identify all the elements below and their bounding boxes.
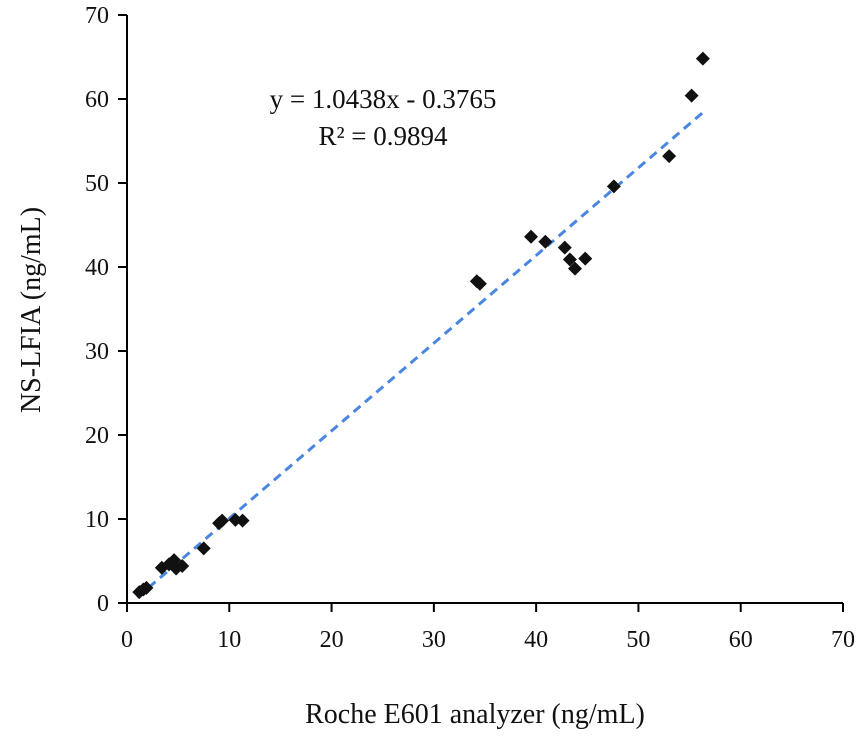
data-point	[695, 51, 710, 66]
x-tick-label: 0	[121, 627, 133, 653]
x-tick-label: 50	[626, 627, 650, 653]
data-point	[684, 88, 699, 103]
y-tick-label: 40	[85, 255, 109, 281]
x-tick-label: 10	[217, 627, 241, 653]
x-tick-label: 70	[831, 627, 855, 653]
data-point	[606, 179, 621, 194]
data-point	[235, 513, 250, 528]
x-axis-title: Roche E601 analyzer (ng/mL)	[305, 699, 645, 730]
x-tick-label: 60	[729, 627, 753, 653]
data-point	[215, 513, 230, 528]
y-tick-label: 70	[85, 3, 109, 29]
data-point	[524, 229, 539, 244]
data-point	[538, 234, 553, 249]
data-point	[175, 559, 190, 574]
y-tick-label: 30	[85, 339, 109, 365]
y-tick-label: 20	[85, 423, 109, 449]
trendline	[136, 109, 706, 599]
r-squared-label: R² = 0.9894	[318, 121, 448, 151]
y-tick-label: 10	[85, 507, 109, 533]
data-point	[568, 261, 583, 276]
y-tick-label: 0	[97, 591, 109, 617]
x-tick-label: 40	[524, 627, 548, 653]
data-point	[557, 240, 572, 255]
x-axis-ticks: 0 10 20 30 40 50 60 70	[121, 603, 855, 653]
y-tick-label: 60	[85, 87, 109, 113]
trendline-equation: y = 1.0438x - 0.3765	[270, 84, 497, 114]
x-tick-label: 30	[422, 627, 446, 653]
data-point	[472, 276, 487, 291]
data-point	[562, 252, 577, 267]
x-tick-label: 20	[320, 627, 344, 653]
y-axis-title: NS-LFIA (ng/mL)	[16, 207, 47, 413]
y-axis-ticks: 0 10 20 30 40 50 60 70	[85, 3, 127, 617]
data-point	[578, 251, 593, 266]
plot-area: 0 10 20 30 40 50 60 70 0 10 20 30 40 50 60 70	[85, 3, 855, 653]
data-point	[196, 541, 211, 556]
data-points	[132, 51, 710, 600]
y-tick-label: 50	[85, 171, 109, 197]
data-point	[139, 580, 154, 595]
data-point	[662, 149, 677, 164]
